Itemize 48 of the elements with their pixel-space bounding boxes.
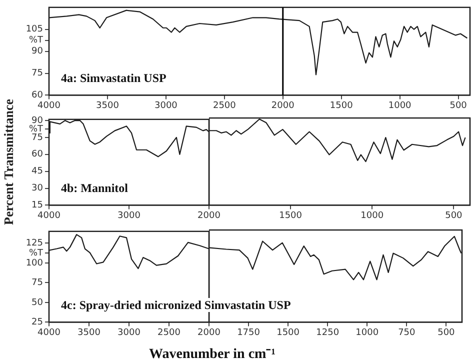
y-tick-label: %T [28, 248, 44, 258]
y-tick-label: 30 [32, 184, 44, 194]
text: 4a: Simvastatin USP [59, 71, 168, 86]
x-tick-label: 2000 [271, 100, 295, 111]
x-tick-label: 500 [445, 210, 463, 221]
x-tick-label: 1500 [330, 100, 354, 111]
y-tick-label: 75 [32, 68, 43, 79]
x-tick-label: 1750 [237, 328, 260, 338]
x-axis-title: Wavenumber in cm⁻¹ [149, 346, 276, 363]
y-tick-label: 75 [32, 278, 43, 288]
x-tick-label: 3000 [118, 328, 141, 338]
y-tick-label: %T [28, 36, 44, 46]
x-tick-label: 2500 [212, 100, 236, 111]
x-tick-label: 2500 [158, 328, 181, 338]
x-tick-label: 1000 [360, 210, 384, 221]
x-tick-label: 1500 [279, 210, 302, 221]
y-axis-title: Percent Transmittance [1, 99, 17, 226]
x-tick-label: 3500 [78, 328, 101, 338]
x-tick-label: 1000 [388, 100, 412, 111]
text: 4b: Mannitol [59, 181, 130, 196]
x-tick-label: 500 [438, 328, 456, 338]
y-tick-label: 100 [26, 258, 44, 268]
x-tick-label: 500 [450, 100, 468, 111]
x-tick-label: 3000 [118, 210, 141, 221]
y-tick-label: 45 [32, 166, 43, 177]
x-tick-label: 1000 [356, 328, 379, 338]
y-tick-label: 125 [26, 238, 43, 249]
x-tick-label: 4000 [38, 328, 61, 338]
x-tick-label: 2000 [198, 328, 221, 338]
y-tick-label: 90 [32, 116, 44, 126]
y-tick-label: %T [28, 124, 44, 134]
y-tick-label: 50 [32, 298, 44, 308]
y-tick-label: 60 [32, 90, 44, 101]
x-tick-label: 2000 [198, 210, 221, 221]
x-tick-label: 1250 [316, 328, 340, 338]
y-tick-label: 75 [32, 132, 43, 143]
y-tick-label: 105 [26, 24, 43, 35]
y-tick-label: 25 [32, 318, 43, 328]
x-tick-label: 3500 [96, 100, 120, 111]
text: 4c: Spray-dried micronized Simvastatin USP [59, 298, 293, 312]
x-tick-label: 4000 [38, 210, 61, 221]
y-tick-label: 90 [32, 46, 44, 57]
x-tick-label: 750 [398, 328, 416, 338]
y-tick-label: 15 [32, 200, 43, 211]
y-tick-label: 60 [32, 150, 44, 160]
x-tick-label: 3000 [154, 100, 178, 111]
x-tick-label: 1500 [276, 328, 300, 338]
x-tick-label: 4000 [38, 100, 61, 111]
